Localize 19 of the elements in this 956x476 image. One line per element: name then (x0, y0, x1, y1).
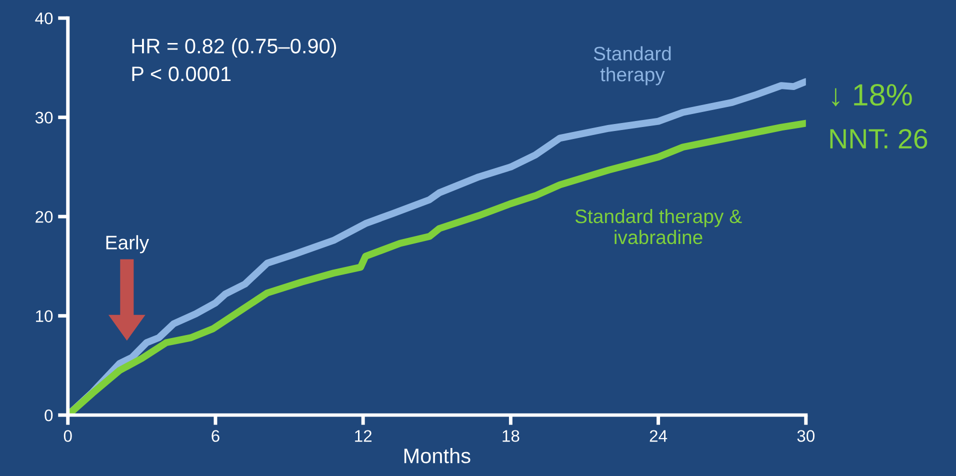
x-tick-label: 24 (650, 430, 668, 442)
series-label: Standard therapy (594, 46, 671, 86)
y-tick-label: 0 (44, 409, 53, 422)
x-tick-label: 6 (212, 430, 220, 442)
x-tick-label: 30 (797, 430, 815, 442)
y-tick-label: 40 (35, 12, 53, 24)
text: ↓ 18% (832, 84, 912, 106)
x-tick-label: 0 (64, 430, 72, 442)
y-tick-label: 10 (36, 310, 53, 322)
series-label: Standard therapy & ivabradine (575, 208, 742, 244)
annotation: P < 0.0001 (132, 66, 231, 82)
x-tick-label: 12 (355, 430, 372, 442)
y-tick-label: 30 (35, 112, 53, 124)
annotation: HR = 0.82 (0.75–0.90) (132, 38, 336, 58)
x-tick-label: 18 (502, 430, 520, 442)
x-axis-title: Months (404, 448, 470, 464)
annotation: Early (106, 235, 150, 254)
text: NNT: 26 (830, 128, 928, 149)
y-tick-label: 20 (36, 210, 53, 223)
